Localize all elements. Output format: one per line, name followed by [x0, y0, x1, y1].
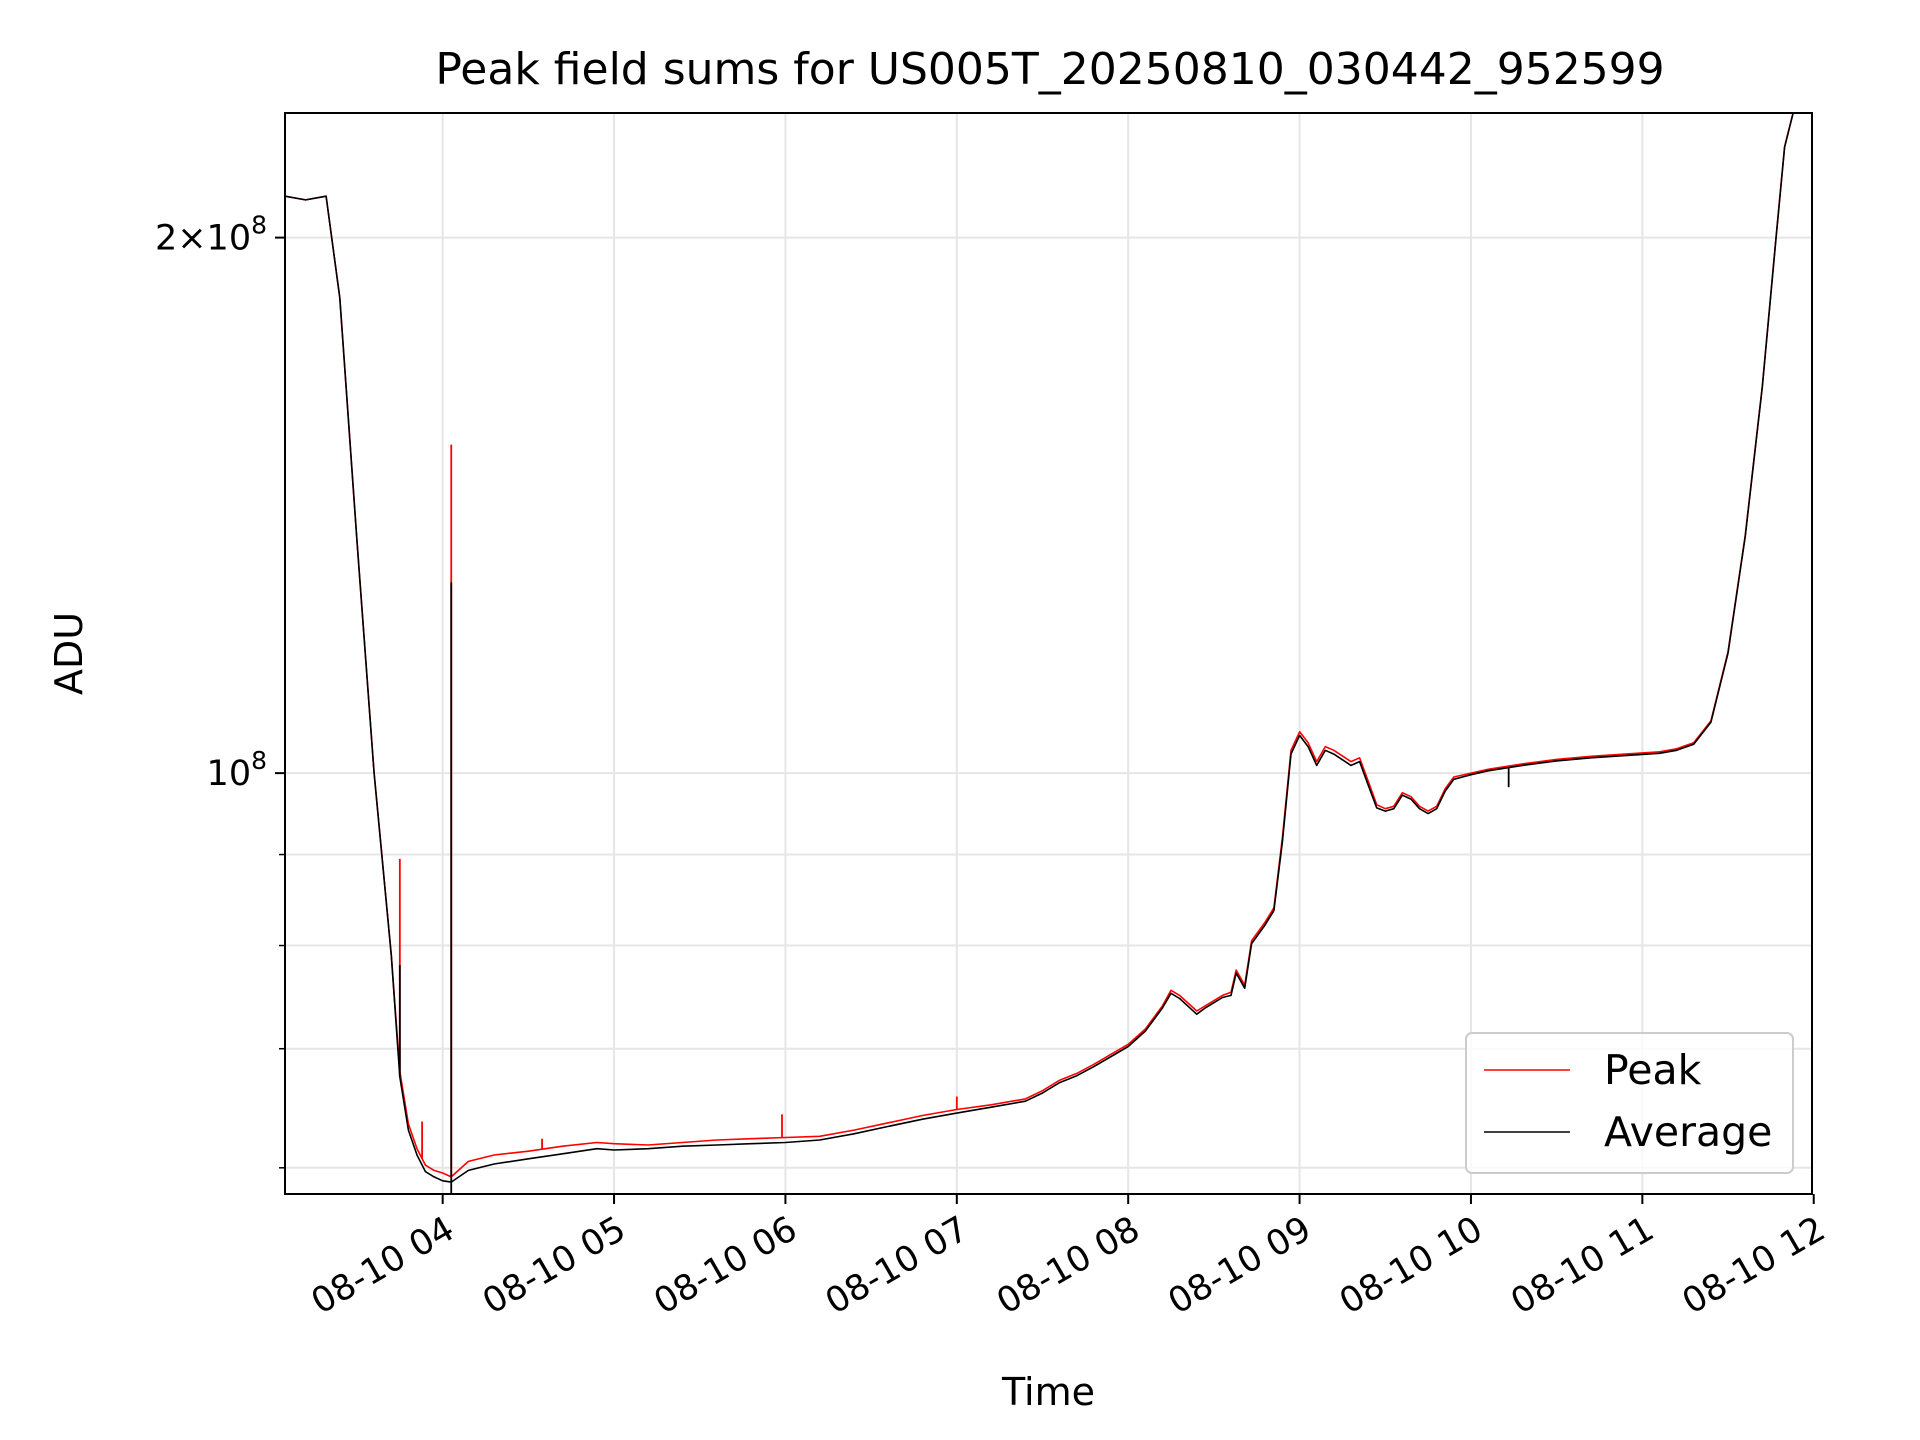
- series-line-average: [285, 113, 1794, 1183]
- chart-title: Peak field sums for US005T_20250810_0304…: [435, 44, 1664, 95]
- y-tick-label-base: 2×10: [155, 219, 251, 259]
- legend-label-peak: Peak: [1604, 1046, 1702, 1094]
- plot-frame: [284, 112, 1813, 1195]
- y-axis-label: ADU: [47, 612, 91, 695]
- series-line-peak: [285, 113, 1794, 1178]
- plot-area: [285, 113, 1794, 1194]
- y-tick-label: 108: [207, 746, 267, 794]
- y-tick-label-exponent: 8: [251, 746, 267, 775]
- x-axis-label: Time: [1001, 1370, 1095, 1414]
- y-tick-label-exponent: 8: [251, 211, 267, 240]
- legend-box: [1465, 1032, 1794, 1174]
- y-tick-label: 2×108: [155, 211, 267, 259]
- y-tick-label-base: 10: [207, 754, 252, 794]
- legend: Peak Average: [1465, 1032, 1794, 1174]
- legend-label-average: Average: [1604, 1108, 1772, 1156]
